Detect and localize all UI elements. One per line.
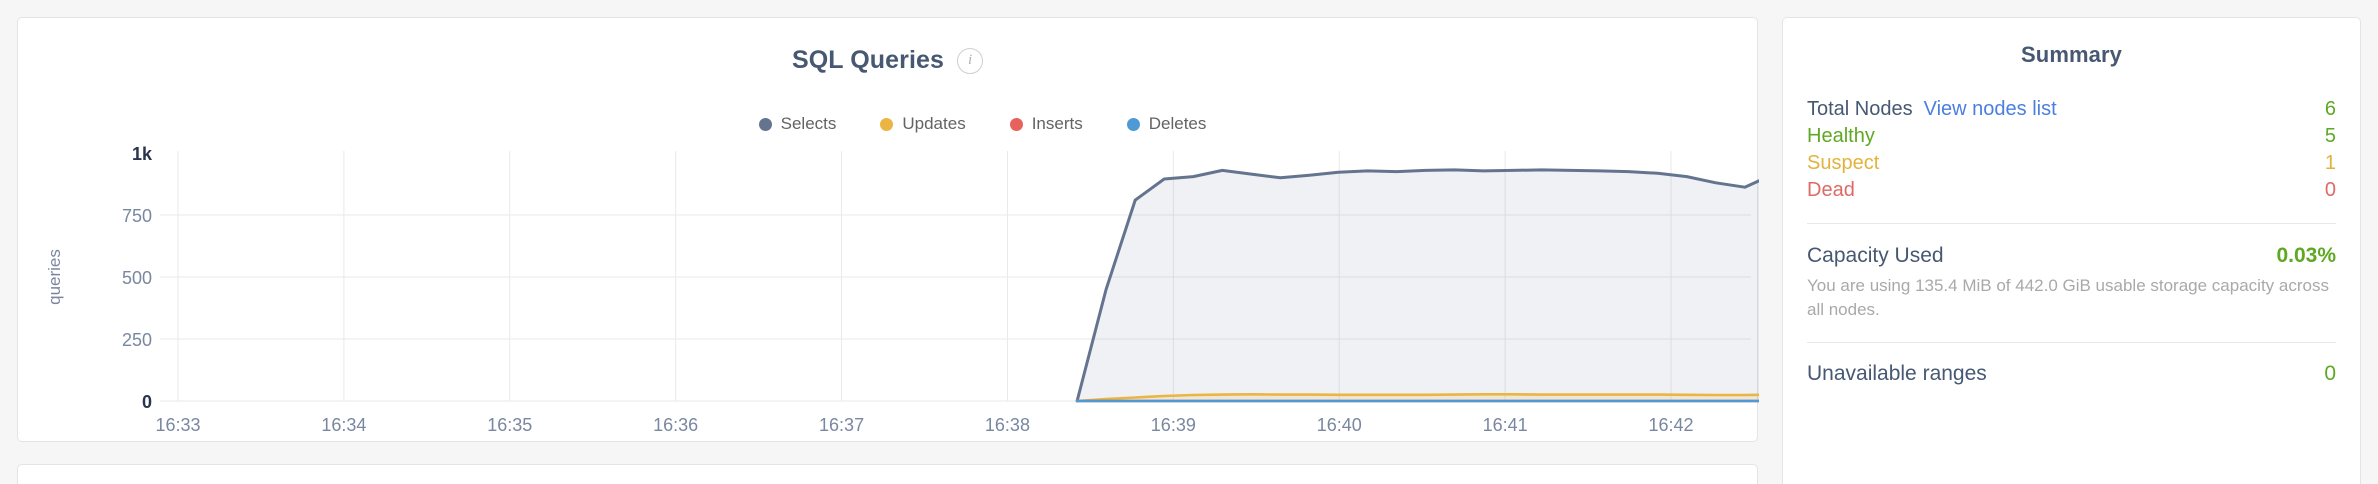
chart-gridlines — [160, 151, 1751, 402]
legend-item-deletes[interactable]: Deletes — [1126, 114, 1207, 134]
summary-row-label: Suspect — [1807, 152, 1880, 174]
unavailable-ranges-value: 0 — [2324, 362, 2336, 386]
sql-queries-card: SQL Queries i Selects Updates Inserts Delet… — [17, 17, 1759, 443]
chart-series-areas — [1077, 169, 1759, 401]
legend-label: Selects — [780, 114, 837, 133]
chart-y-axis-labels: 0 250 500 750 1k — [122, 144, 153, 412]
y-axis-tick-label: 250 — [122, 330, 152, 350]
summary-row-value: 0 — [2324, 179, 2336, 201]
capacity-used-value: 0.03% — [2276, 244, 2336, 267]
chart-header: SQL Queries i — [18, 46, 1757, 75]
next-chart-card — [17, 464, 1758, 484]
legend-label: Inserts — [1031, 114, 1083, 133]
capacity-used-row: Capacity Used 0.03% — [1807, 244, 2336, 268]
x-axis-tick-label: 16:34 — [321, 415, 366, 435]
series-line-updates — [1075, 393, 1759, 403]
summary-card: Summary Total Nodes View nodes list 6 Healt… — [1782, 17, 2361, 484]
chart-legend: Selects Updates Inserts Deletes — [18, 114, 1757, 134]
legend-swatch-deletes-icon — [1126, 117, 1140, 131]
y-axis-title-label: queries — [45, 249, 64, 305]
y-axis-tick-label: 750 — [122, 206, 152, 226]
summary-row-healthy: Healthy 5 — [1807, 125, 2336, 151]
summary-row-value: 6 — [2324, 98, 2336, 120]
legend-item-updates[interactable]: Updates — [880, 114, 966, 134]
summary-row-suspect: Suspect 1 — [1807, 152, 2336, 178]
summary-divider-1 — [1807, 223, 2336, 224]
chart-plot-area: 0 250 500 750 1k 16:33 16:34 16:35 16:36 16:37 16… — [18, 18, 1759, 443]
summary-divider-2 — [1807, 342, 2336, 344]
legend-item-inserts[interactable]: Inserts — [1009, 114, 1083, 134]
legend-swatch-selects-icon — [758, 117, 772, 131]
legend-label: Deletes — [1148, 114, 1207, 133]
summary-row-label: Total Nodes — [1807, 98, 1913, 120]
chart-x-axis-labels: 16:33 16:34 16:35 16:36 16:37 16:38 16:39 16:40… — [155, 415, 1693, 435]
x-axis-tick-label: 16:38 — [985, 415, 1030, 435]
summary-title: Summary — [2021, 42, 2122, 67]
y-axis-tick-label: 1k — [132, 144, 153, 164]
x-axis-tick-label: 16:42 — [1648, 415, 1693, 435]
view-nodes-list-link[interactable]: View nodes list — [1923, 98, 2057, 120]
summary-row-label: Healthy — [1807, 125, 1875, 147]
legend-item-selects[interactable]: Selects — [758, 114, 837, 134]
y-axis-tick-label: 0 — [142, 392, 152, 412]
info-icon[interactable]: i — [957, 47, 984, 74]
summary-row-total-nodes: Total Nodes View nodes list 6 — [1807, 98, 2336, 124]
series-area-selects — [1077, 169, 1759, 401]
legend-swatch-updates-icon — [880, 117, 894, 131]
legend-label: Updates — [902, 114, 966, 133]
page-title: SQL Queries — [791, 46, 945, 74]
chart-series-lines — [1075, 168, 1759, 403]
series-area-updates — [1077, 394, 1759, 401]
series-line-selects — [1075, 168, 1759, 403]
x-axis-tick-label: 16:40 — [1317, 415, 1362, 435]
summary-row-label: Dead — [1807, 179, 1855, 201]
x-axis-tick-label: 16:37 — [819, 415, 864, 435]
unavailable-ranges-row: Unavailable ranges 0 — [1807, 362, 2336, 386]
unavailable-ranges-label: Unavailable ranges — [1807, 362, 1987, 386]
x-axis-tick-label: 16:39 — [1151, 415, 1196, 435]
x-axis-tick-label: 16:36 — [653, 415, 698, 435]
x-axis-tick-label: 16:35 — [487, 415, 532, 435]
summary-row-value: 1 — [2324, 152, 2336, 174]
capacity-used-label: Capacity Used — [1807, 244, 1944, 267]
legend-swatch-inserts-icon — [1009, 117, 1023, 131]
capacity-used-description: You are using 135.4 MiB of 442.0 GiB usa… — [1807, 276, 2329, 320]
x-axis-tick-label: 16:41 — [1483, 415, 1528, 435]
y-axis-tick-label: 500 — [122, 268, 152, 288]
node-status-list: Total Nodes View nodes list 6 Healthy 5 Suspe… — [1807, 98, 2336, 205]
summary-row-dead: Dead 0 — [1807, 179, 2336, 205]
summary-row-value: 5 — [2324, 125, 2336, 147]
x-axis-tick-label: 16:33 — [155, 415, 200, 435]
chart-y-axis-title: queries — [45, 249, 64, 305]
